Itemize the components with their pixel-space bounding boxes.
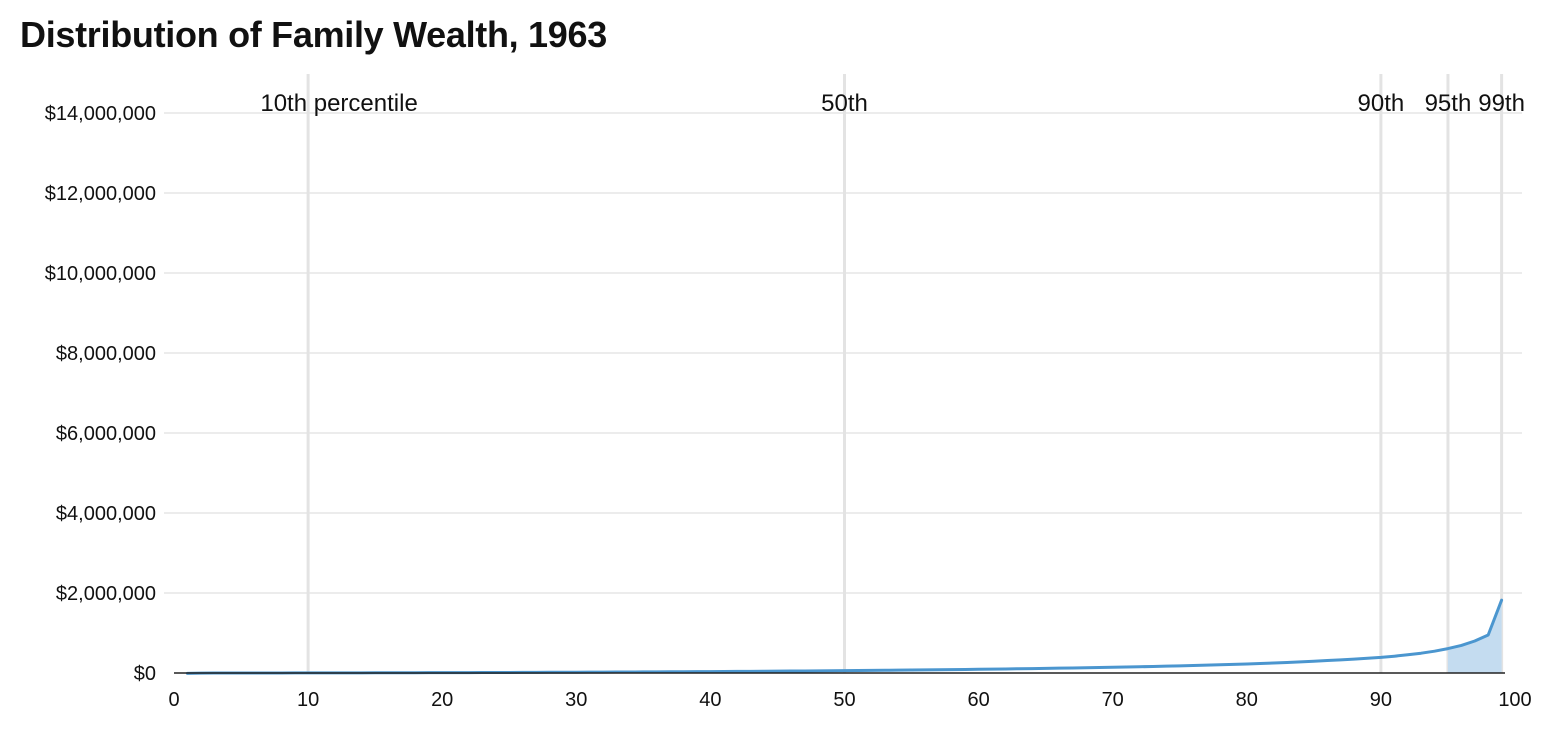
percentile-label: 95th	[1425, 90, 1472, 117]
y-tick-label: $2,000,000	[56, 583, 156, 605]
x-tick-label: 50	[833, 689, 855, 711]
x-tick-label: 0	[168, 689, 179, 711]
percentile-label: 10th percentile	[260, 90, 417, 117]
y-tick-label: $10,000,000	[45, 263, 156, 285]
percentile-label: 90th	[1358, 90, 1405, 117]
y-tick-label: $14,000,000	[45, 103, 156, 125]
percentile-label: 50th	[821, 90, 868, 117]
y-tick-label: $8,000,000	[56, 343, 156, 365]
y-tick-label: $0	[134, 663, 156, 685]
x-tick-label: 70	[1102, 689, 1124, 711]
axis-layer: $0 $2,000,000 $4,000,000 $6,000,000 $8,000,0…	[45, 90, 1532, 711]
x-tick-label: 10	[297, 689, 319, 711]
x-tick-label: 40	[699, 689, 721, 711]
x-tick-label: 100	[1498, 689, 1531, 711]
x-tick-label: 90	[1370, 689, 1392, 711]
x-tick-label: 80	[1236, 689, 1258, 711]
series-area-fill	[1447, 600, 1502, 673]
y-tick-label: $6,000,000	[56, 423, 156, 445]
percentile-layer	[306, 74, 1504, 673]
x-tick-label: 30	[565, 689, 587, 711]
percentile-label: 99th	[1478, 90, 1525, 117]
chart-title: Distribution of Family Wealth, 1963	[20, 14, 607, 55]
x-tick-label: 20	[431, 689, 453, 711]
y-tick-label: $4,000,000	[56, 503, 156, 525]
x-tick-label: 60	[967, 689, 989, 711]
y-tick-label: $12,000,000	[45, 183, 156, 205]
